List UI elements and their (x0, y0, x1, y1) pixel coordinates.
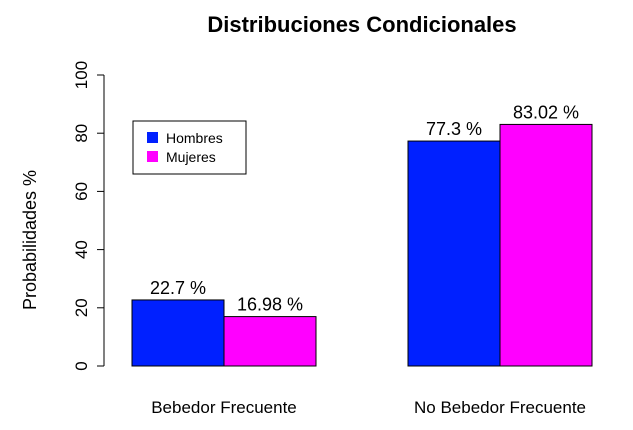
x-category-label: No Bebedor Frecuente (414, 398, 586, 417)
legend-label-hombres: Hombres (166, 130, 223, 146)
chart-title: Distribuciones Condicionales (207, 12, 516, 37)
y-tick-label: 100 (72, 61, 91, 89)
y-tick-label: 80 (72, 124, 91, 143)
legend-swatch-hombres (147, 132, 158, 143)
legend-swatch-mujeres (147, 151, 158, 162)
y-tick-label: 40 (72, 240, 91, 259)
legend: Hombres Mujeres (132, 120, 247, 175)
bar-value-label: 22.7 % (150, 278, 206, 298)
bar-value-labels: 22.7 % 16.98 % 77.3 % 83.02 % (150, 102, 579, 314)
bar-mujeres-1 (499, 123, 593, 367)
y-tick-label: 0 (72, 361, 91, 370)
bar-value-label: 77.3 % (426, 119, 482, 139)
x-axis-categories: Bebedor Frecuente No Bebedor Frecuente (151, 398, 586, 417)
y-tick-label: 20 (72, 298, 91, 317)
legend-box (132, 120, 247, 175)
bar-value-label: 16.98 % (237, 295, 303, 315)
legend-label-mujeres: Mujeres (166, 149, 216, 165)
y-tick-label: 60 (72, 182, 91, 201)
x-category-label: Bebedor Frecuente (151, 398, 297, 417)
bar-mujeres-0 (223, 316, 317, 367)
y-axis-label: Probabilidades % (20, 170, 40, 310)
bar-hombres-1 (407, 140, 501, 367)
y-axis: 0 20 40 60 80 100 (72, 61, 105, 371)
bar-hombres-0 (131, 299, 225, 367)
bar-value-label: 83.02 % (513, 102, 579, 122)
bars (131, 123, 593, 367)
